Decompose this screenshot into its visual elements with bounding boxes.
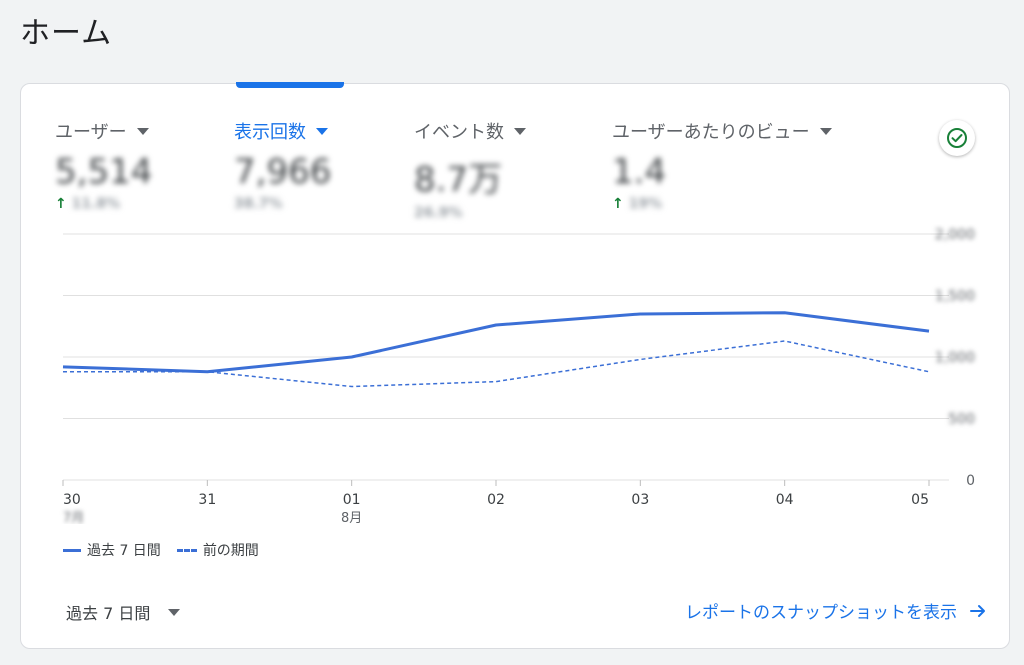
legend-label: 前の期間 [202, 543, 259, 559]
metric-views-per-user-value: 1.4 [612, 152, 667, 192]
date-range-label: 過去 7 日間 [66, 604, 151, 623]
date-range-selector[interactable]: 過去 7 日間 [66, 600, 181, 624]
metric-label: イベント数 [414, 122, 504, 143]
line-chart-svg: 2,000 1,500 1,000 500 0 30 7月 31 01 8月 02 03 04 05 [62, 227, 975, 526]
caret-down-icon [819, 127, 832, 135]
x-tick-label: 01 [343, 492, 361, 508]
legend-label: 過去 7 日間 [87, 543, 161, 559]
metric-events-change: 26.9% [414, 205, 526, 221]
change-value: 26.9% [414, 205, 463, 221]
y-tick-label: 0 [966, 473, 975, 489]
x-tick-label: 05 [911, 492, 929, 508]
series-line-previous [63, 340, 930, 388]
legend-item-current: 過去 7 日間 [63, 540, 161, 560]
view-report-snapshot-link[interactable]: レポートのスナップショットを表示 [685, 598, 987, 623]
caret-down-icon [168, 608, 181, 616]
metric-views-value: 7,966 [234, 152, 332, 192]
x-tick-label: 02 [487, 492, 505, 508]
metric-views-per-user[interactable]: ユーザーあたりのビュー 1.4 ↑ 19% [612, 118, 832, 212]
metric-users[interactable]: ユーザー 5,514 ↑ 11.8% [55, 118, 152, 212]
y-tick-label: 500 [948, 412, 975, 428]
x-tick-label: 30 [63, 492, 81, 508]
line-chart: 2,000 1,500 1,000 500 0 30 7月 31 01 8月 02 03 04 05 [21, 224, 1011, 526]
change-value: 11.8% [71, 196, 121, 212]
metric-label: ユーザーあたりのビュー [612, 122, 810, 143]
metric-label: ユーザー [55, 122, 127, 143]
metric-users-change: ↑ 11.8% [55, 196, 152, 212]
y-tick-label: 1,500 [935, 289, 975, 305]
metric-users-label[interactable]: ユーザー [55, 118, 152, 144]
x-tick-label: 03 [631, 492, 649, 508]
y-tick-label: 2,000 [935, 227, 975, 243]
metric-events-label[interactable]: イベント数 [414, 118, 526, 144]
caret-down-icon [514, 127, 526, 135]
metric-label: 表示回数 [234, 122, 306, 143]
up-arrow-icon: ↑ [612, 196, 624, 212]
metric-events[interactable]: イベント数 8.7万 26.9% [414, 118, 526, 221]
x-tick-sublabel: 8月 [341, 511, 362, 524]
metric-views-label[interactable]: 表示回数 [234, 118, 331, 144]
check-circle-icon[interactable] [939, 120, 975, 156]
caret-down-icon [316, 127, 328, 135]
legend-swatch-solid [63, 548, 81, 552]
x-tick-sublabel: 7月 [63, 511, 84, 524]
y-tick-label: 1,000 [935, 350, 975, 366]
chart-legend: 過去 7 日間 前の期間 [63, 540, 259, 560]
metric-views[interactable]: 表示回数 7,966 38.7% [234, 118, 331, 212]
metric-views-per-user-label[interactable]: ユーザーあたりのビュー [612, 118, 832, 144]
metric-views-per-user-change: ↑ 19% [612, 196, 832, 212]
active-metric-indicator [236, 82, 344, 88]
metric-views-change: 38.7% [234, 196, 331, 212]
change-value: 38.7% [234, 196, 283, 212]
page-title: ホーム [20, 16, 113, 51]
overview-card: ユーザー 5,514 ↑ 11.8% 表示回数 7,966 38.7% イベント… [20, 82, 1011, 649]
caret-down-icon [136, 127, 149, 135]
arrow-right-icon [970, 604, 985, 617]
x-tick-label: 31 [198, 492, 216, 508]
change-value: 19% [628, 196, 663, 212]
report-link-label: レポートのスナップショットを表示 [685, 603, 957, 623]
series-line-current [62, 311, 930, 374]
legend-item-previous: 前の期間 [176, 540, 259, 560]
up-arrow-icon: ↑ [55, 196, 67, 212]
metric-events-value: 8.7万 [414, 160, 503, 200]
x-tick-label: 04 [776, 492, 794, 508]
metric-users-value: 5,514 [55, 152, 153, 192]
legend-swatch-dashed [176, 548, 197, 552]
